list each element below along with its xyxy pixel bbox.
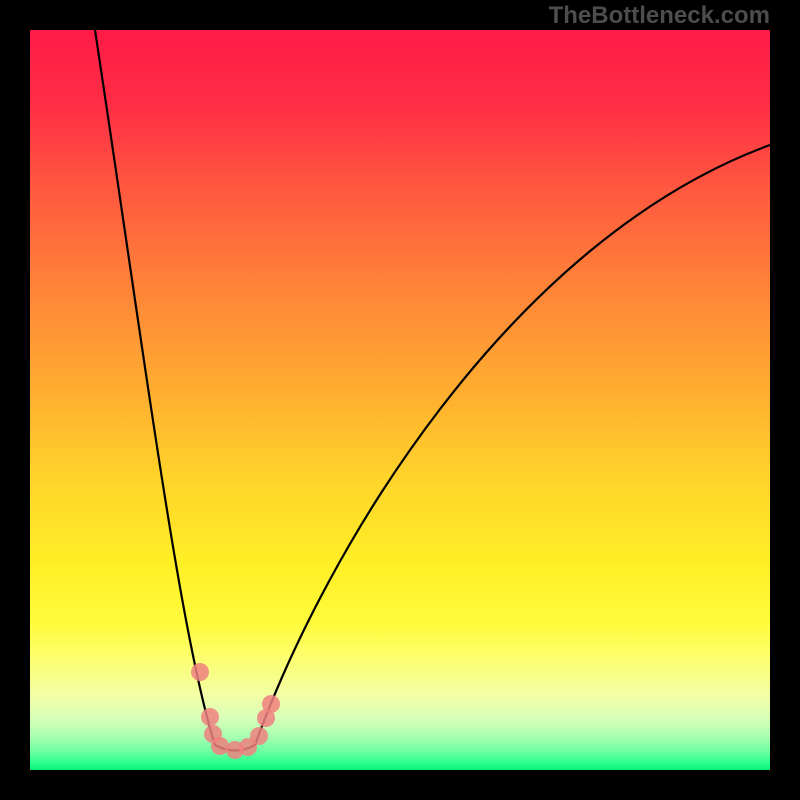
marker-point: [262, 695, 280, 713]
curve-layer: [30, 30, 770, 770]
marker-point: [250, 727, 268, 745]
watermark-text: TheBottleneck.com: [549, 2, 770, 30]
marker-point: [201, 708, 219, 726]
bottleneck-curve: [95, 30, 770, 751]
figure-root: TheBottleneck.com: [0, 0, 800, 800]
plot-area: [30, 30, 770, 770]
marker-point: [191, 663, 209, 681]
